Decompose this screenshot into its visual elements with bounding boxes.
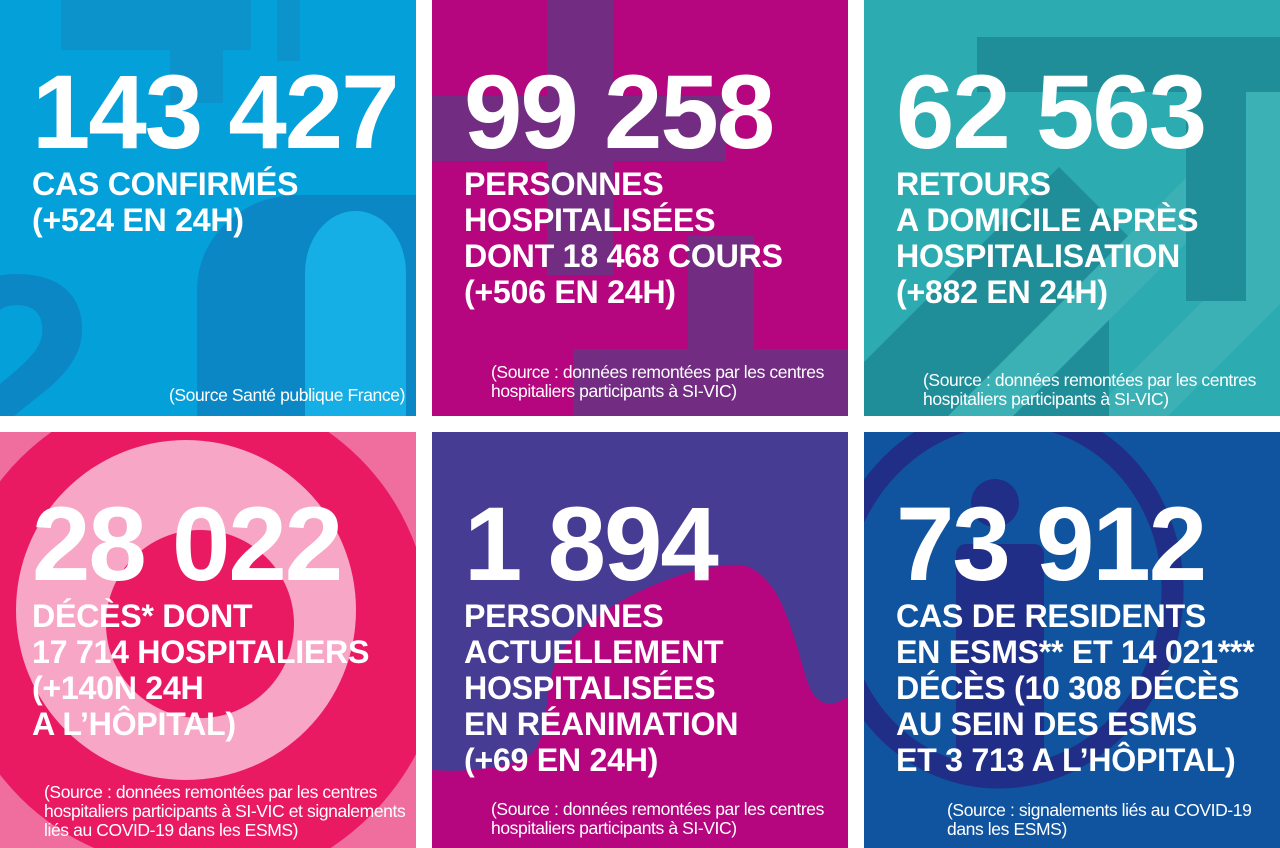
svg-text:2: 2 <box>0 216 97 416</box>
